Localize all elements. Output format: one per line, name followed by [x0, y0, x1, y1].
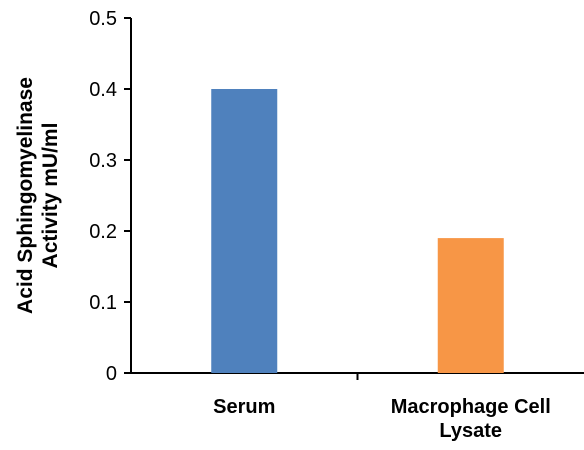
y-ticks: 0 0.1 0.2 0.3 0.4 0.5 — [89, 8, 131, 385]
bars — [211, 89, 504, 373]
y-axis-label-line: Activity mU/ml — [39, 123, 62, 269]
axes — [130, 18, 584, 380]
x-category-label: Macrophage Cell — [391, 396, 551, 418]
y-tick-label: 0.3 — [89, 150, 117, 172]
x-category-label: Serum — [213, 396, 275, 418]
y-tick-label: 0.4 — [89, 79, 117, 101]
y-axis-label-line: Acid Sphingomyelinase — [14, 77, 37, 314]
bar-macrophage-cell-lysate — [437, 238, 504, 373]
y-tick-label: 0 — [106, 363, 117, 385]
y-tick-label: 0.5 — [89, 8, 117, 30]
y-tick-label: 0.1 — [89, 292, 117, 314]
x-category-label: Lysate — [439, 420, 502, 442]
bar-serum — [211, 89, 278, 373]
y-axis-title: Acid Sphingomyelinase Activity mU/ml — [14, 77, 62, 314]
y-tick-label: 0.2 — [89, 221, 117, 243]
